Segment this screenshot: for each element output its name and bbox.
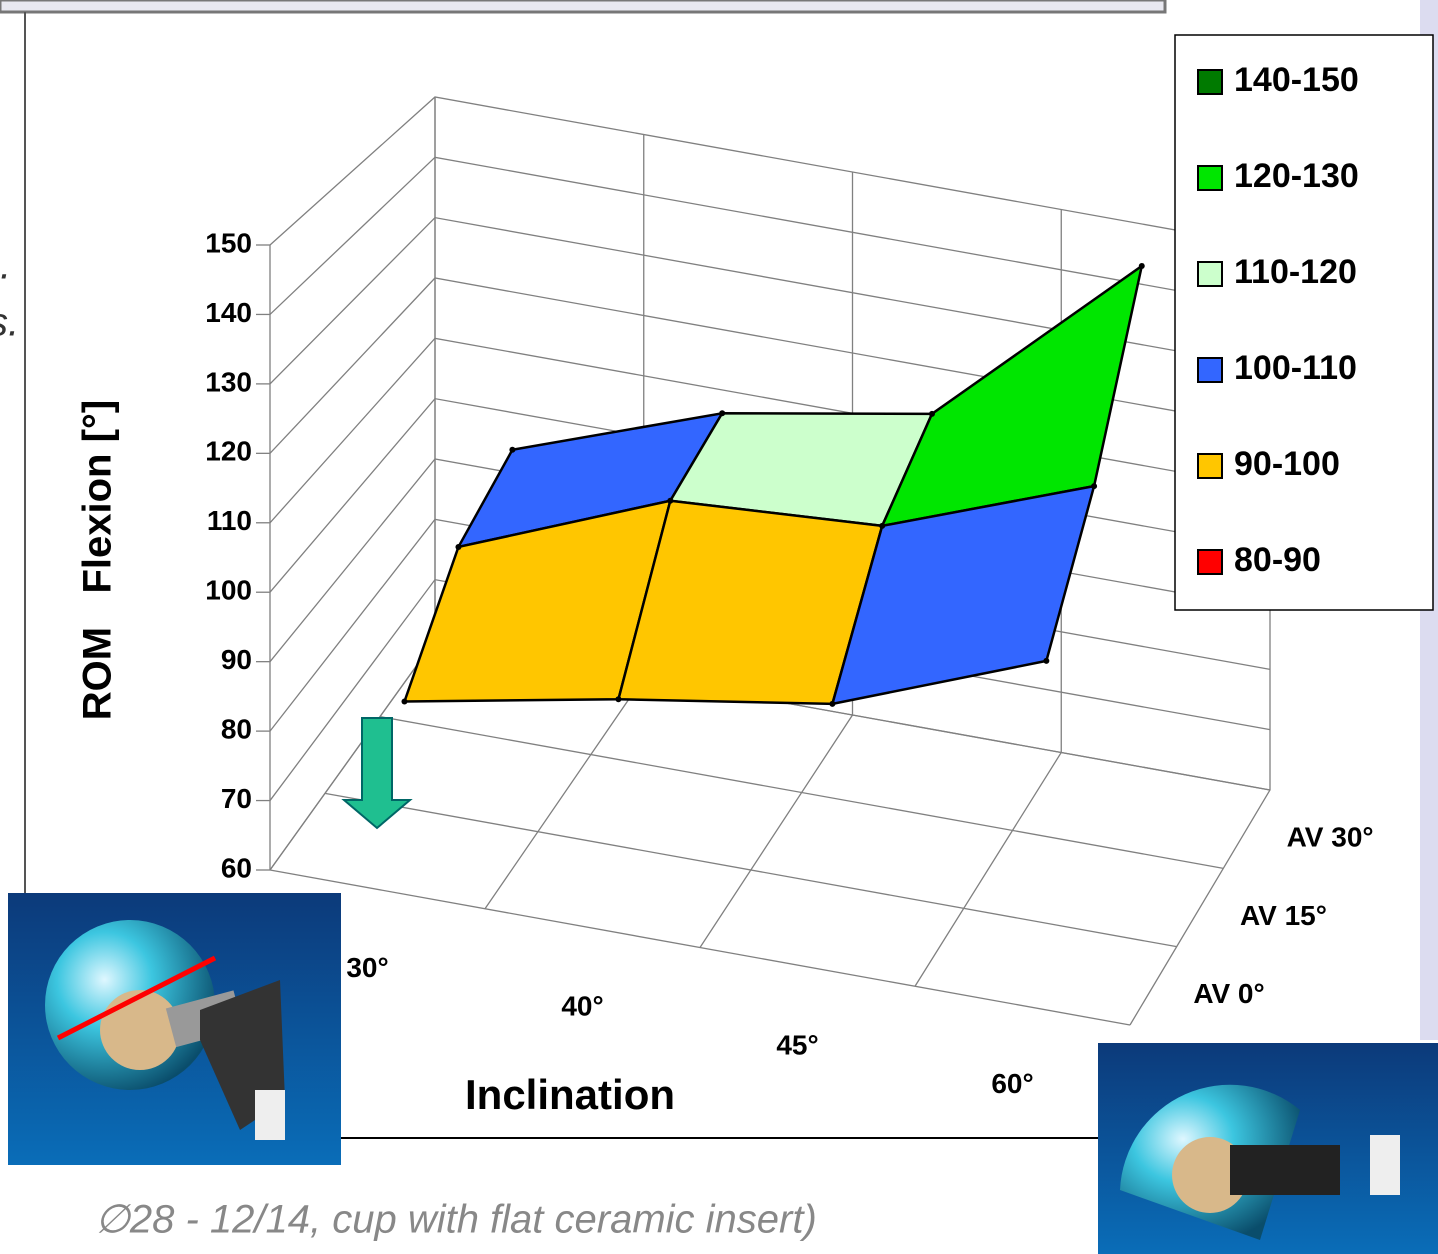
floor-line (270, 870, 1130, 1025)
y-tick-label: 60 (221, 852, 252, 883)
surface-point (667, 498, 673, 504)
y-tick-label: 150 (205, 227, 252, 258)
legend-swatch (1198, 454, 1222, 478)
surface-point (1139, 263, 1145, 269)
depth-label: AV 15° (1240, 900, 1327, 931)
legend-box (1175, 35, 1433, 610)
surface-point (401, 699, 407, 705)
surface-point (455, 544, 461, 550)
thumbnail-right (1098, 1043, 1438, 1254)
surface-point (509, 447, 515, 453)
legend-swatch (1198, 262, 1222, 286)
legend-label: 80-90 (1234, 541, 1321, 579)
depth-label: AV 0° (1193, 978, 1264, 1009)
y-axis-title: ROM Flexion [°] (76, 400, 120, 720)
floor-line (325, 793, 1177, 946)
y-tick-label: 90 (221, 644, 252, 675)
thumbnail-left (8, 893, 341, 1165)
x-axis-title: Inclination (465, 1071, 675, 1118)
legend-swatch (1198, 166, 1222, 190)
x-tick-label: 40° (561, 991, 603, 1022)
floor-line (380, 717, 1223, 869)
legend-swatch (1198, 358, 1222, 382)
legend-swatch (1198, 70, 1222, 94)
surface-point (1091, 483, 1097, 489)
surface-point (879, 523, 885, 529)
side-text: s. (0, 301, 19, 345)
y-tick-label: 110 (207, 505, 252, 536)
y-tick-label: 120 (205, 436, 252, 467)
surface-point (929, 411, 935, 417)
depth-label: AV 30° (1287, 822, 1374, 853)
slide: . s. 60 70 80 90 100 110 120 130 140 150 30° 40° 45°… (0, 0, 1438, 1254)
x-tick-label: 60° (991, 1068, 1033, 1099)
x-tick-label: 45° (776, 1029, 818, 1060)
side-text: . (0, 244, 11, 288)
legend: 140-150 120-130 110-120 100-110 90-100 80-90 (1175, 35, 1433, 610)
surface-point (615, 696, 621, 702)
legend-label: 140-150 (1234, 61, 1359, 99)
caption: ∅28 - 12/14, cup with flat ceramic inser… (95, 1198, 817, 1242)
y-tick-label: 70 (221, 783, 252, 814)
legend-label: 120-130 (1234, 157, 1359, 195)
top-box (0, 0, 1165, 12)
y-tick-label: 130 (205, 366, 252, 397)
y-tick-label: 100 (205, 575, 252, 606)
floor-line (270, 97, 435, 870)
legend-swatch (1198, 550, 1222, 574)
y-tick-label: 80 (221, 714, 252, 745)
legend-label: 100-110 (1234, 349, 1357, 387)
surface-point (829, 701, 835, 707)
legend-label: 110-120 (1234, 253, 1357, 291)
surface-point (719, 410, 725, 416)
x-tick-label: 30° (346, 952, 388, 983)
y-tick-label: 140 (205, 297, 252, 328)
legend-label: 90-100 (1234, 445, 1340, 483)
arrow (344, 718, 410, 828)
surface-point (1043, 658, 1049, 664)
